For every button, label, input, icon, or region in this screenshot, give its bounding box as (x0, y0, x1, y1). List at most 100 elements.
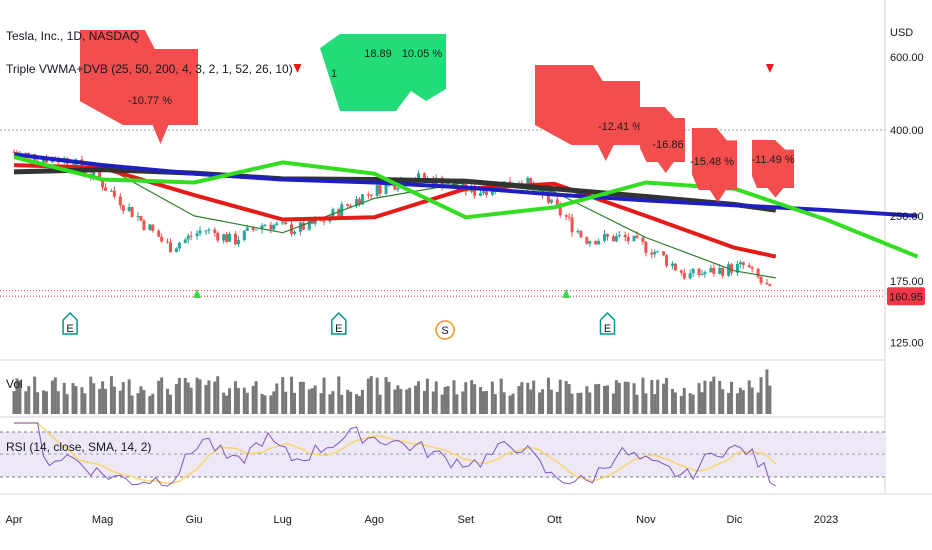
volume-bar (493, 394, 497, 414)
volume-bar (189, 387, 193, 414)
volume-bar (603, 385, 607, 414)
volume-bar (148, 395, 152, 414)
volume-bar (27, 386, 31, 414)
volume-bar (446, 386, 450, 414)
candle-body (712, 267, 716, 274)
last-price-badge (887, 287, 925, 306)
x-tick-label: Ott (547, 514, 562, 526)
candle-body (216, 232, 220, 241)
buy-arrow (193, 289, 202, 298)
volume-bar (228, 388, 232, 414)
volume-bar (461, 391, 465, 414)
candle-body (662, 251, 666, 256)
signal-bear[interactable]: -10.77 % (80, 30, 198, 144)
volume-bar (650, 379, 654, 414)
volume-bar (313, 385, 317, 414)
signal-label: -16.86 (652, 139, 683, 151)
volume-bar (538, 392, 542, 414)
candle-body (490, 190, 494, 195)
candle-body (635, 235, 639, 238)
candle-body (691, 268, 695, 274)
x-tick-label: Nov (636, 514, 656, 526)
y-tick-label: 175.00 (890, 276, 924, 288)
candle-body (378, 185, 382, 194)
candle-body (656, 251, 660, 253)
volume-bar (434, 381, 438, 414)
volume-bar (80, 387, 84, 414)
volume-bar (360, 389, 364, 414)
candle-body (307, 219, 311, 230)
volume-bar (635, 394, 639, 414)
volume-bar (319, 393, 323, 414)
signal-label: 18.89 (364, 48, 392, 60)
x-tick-label: 2023 (814, 514, 838, 526)
volume-bar (36, 392, 40, 414)
volume-bar (570, 393, 574, 414)
volume-bar (511, 393, 515, 414)
candle-body (293, 231, 297, 234)
split-marker[interactable]: S (435, 320, 455, 340)
volume-bar (89, 376, 93, 414)
candle-body (594, 241, 598, 245)
volume-bar (585, 386, 589, 414)
candle-body (641, 237, 645, 242)
volume-bar (71, 383, 75, 414)
signal-bear[interactable]: -15.48 % (690, 128, 737, 203)
earnings-marker[interactable]: E (331, 311, 347, 335)
candle-body (24, 152, 28, 154)
volume-bar (741, 390, 745, 414)
volume-bar (136, 393, 140, 414)
signal-bear[interactable]: -11.49 % (751, 140, 795, 198)
volume-bar (98, 388, 102, 414)
candle-body (236, 239, 240, 245)
volume-bar (682, 387, 686, 414)
indicator-legend[interactable]: Triple VWMA+DVB (25, 50, 200, 4, 3, 2, 1… (6, 62, 293, 76)
volume-bar (479, 387, 483, 414)
rsi-legend[interactable]: RSI (14, close, SMA, 14, 2) (6, 440, 151, 454)
volume-bar (142, 390, 146, 414)
candle-body (369, 194, 373, 196)
volume-bar (195, 377, 199, 414)
symbol-title[interactable]: Tesla, Inc., 1D, NASDAQ (6, 29, 139, 43)
marker-label: S (441, 325, 448, 337)
candle-body (529, 177, 533, 185)
volume-bar (112, 386, 116, 414)
candle-body (727, 264, 731, 276)
volume-bar (768, 385, 772, 414)
signal-arrows (193, 64, 774, 298)
candle-body (558, 204, 562, 216)
candle-body (281, 222, 285, 224)
candle-body (632, 235, 636, 242)
volume-bar (222, 392, 226, 414)
sell-arrow (765, 64, 774, 73)
volume-legend[interactable]: Vol (6, 377, 23, 391)
volume-bar (730, 381, 734, 414)
candle-body (650, 252, 654, 255)
signal-bull[interactable]: 18.89 10.05 % 1 (320, 34, 446, 111)
candle-body (337, 209, 341, 217)
signal-bear[interactable]: -16.86 (640, 107, 685, 173)
volume-bar (688, 393, 692, 414)
y-tick-label: 250.00 (890, 211, 924, 223)
buy-arrow (562, 289, 571, 298)
volume-bar (236, 388, 240, 414)
indicator-line (13, 155, 919, 259)
x-tick-label: Set (458, 514, 475, 526)
volume-bar (378, 394, 382, 414)
volume-bar (490, 381, 494, 414)
candle-body (673, 263, 677, 271)
signal-extra-label: 10.05 % (402, 48, 443, 60)
candle-body (709, 267, 713, 273)
volume-bar (703, 380, 707, 414)
candle-body (526, 177, 530, 187)
earnings-marker[interactable]: E (599, 311, 616, 335)
volume-bar (393, 389, 397, 414)
rsi-line (14, 422, 777, 487)
volume-bar (558, 379, 562, 414)
signal-bear[interactable]: -12.41 % (535, 65, 642, 161)
earnings-marker[interactable]: E (62, 311, 78, 335)
signal-label: -11.49 % (751, 154, 794, 166)
candle-body (605, 234, 609, 237)
